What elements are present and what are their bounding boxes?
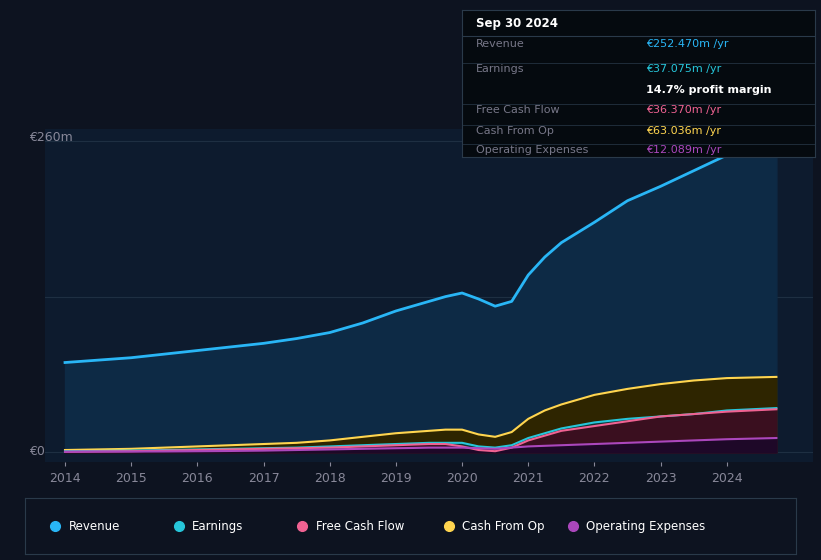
Text: €37.075m /yr: €37.075m /yr	[646, 64, 721, 74]
Text: €63.036m /yr: €63.036m /yr	[646, 126, 721, 136]
Text: Revenue: Revenue	[69, 520, 120, 533]
Text: €12.089m /yr: €12.089m /yr	[646, 145, 721, 155]
Text: Cash From Op: Cash From Op	[462, 520, 544, 533]
Text: 14.7% profit margin: 14.7% profit margin	[646, 85, 771, 95]
Text: €0: €0	[29, 445, 44, 459]
Text: Earnings: Earnings	[192, 520, 244, 533]
Text: €260m: €260m	[29, 130, 72, 144]
Text: Sep 30 2024: Sep 30 2024	[476, 17, 558, 30]
Text: €36.370m /yr: €36.370m /yr	[646, 105, 721, 115]
Text: Cash From Op: Cash From Op	[476, 126, 554, 136]
Text: €252.470m /yr: €252.470m /yr	[646, 39, 728, 49]
Text: Operating Expenses: Operating Expenses	[585, 520, 705, 533]
Text: Revenue: Revenue	[476, 39, 525, 49]
Text: Free Cash Flow: Free Cash Flow	[315, 520, 404, 533]
Text: Free Cash Flow: Free Cash Flow	[476, 105, 560, 115]
Text: Earnings: Earnings	[476, 64, 525, 74]
Text: Operating Expenses: Operating Expenses	[476, 145, 589, 155]
